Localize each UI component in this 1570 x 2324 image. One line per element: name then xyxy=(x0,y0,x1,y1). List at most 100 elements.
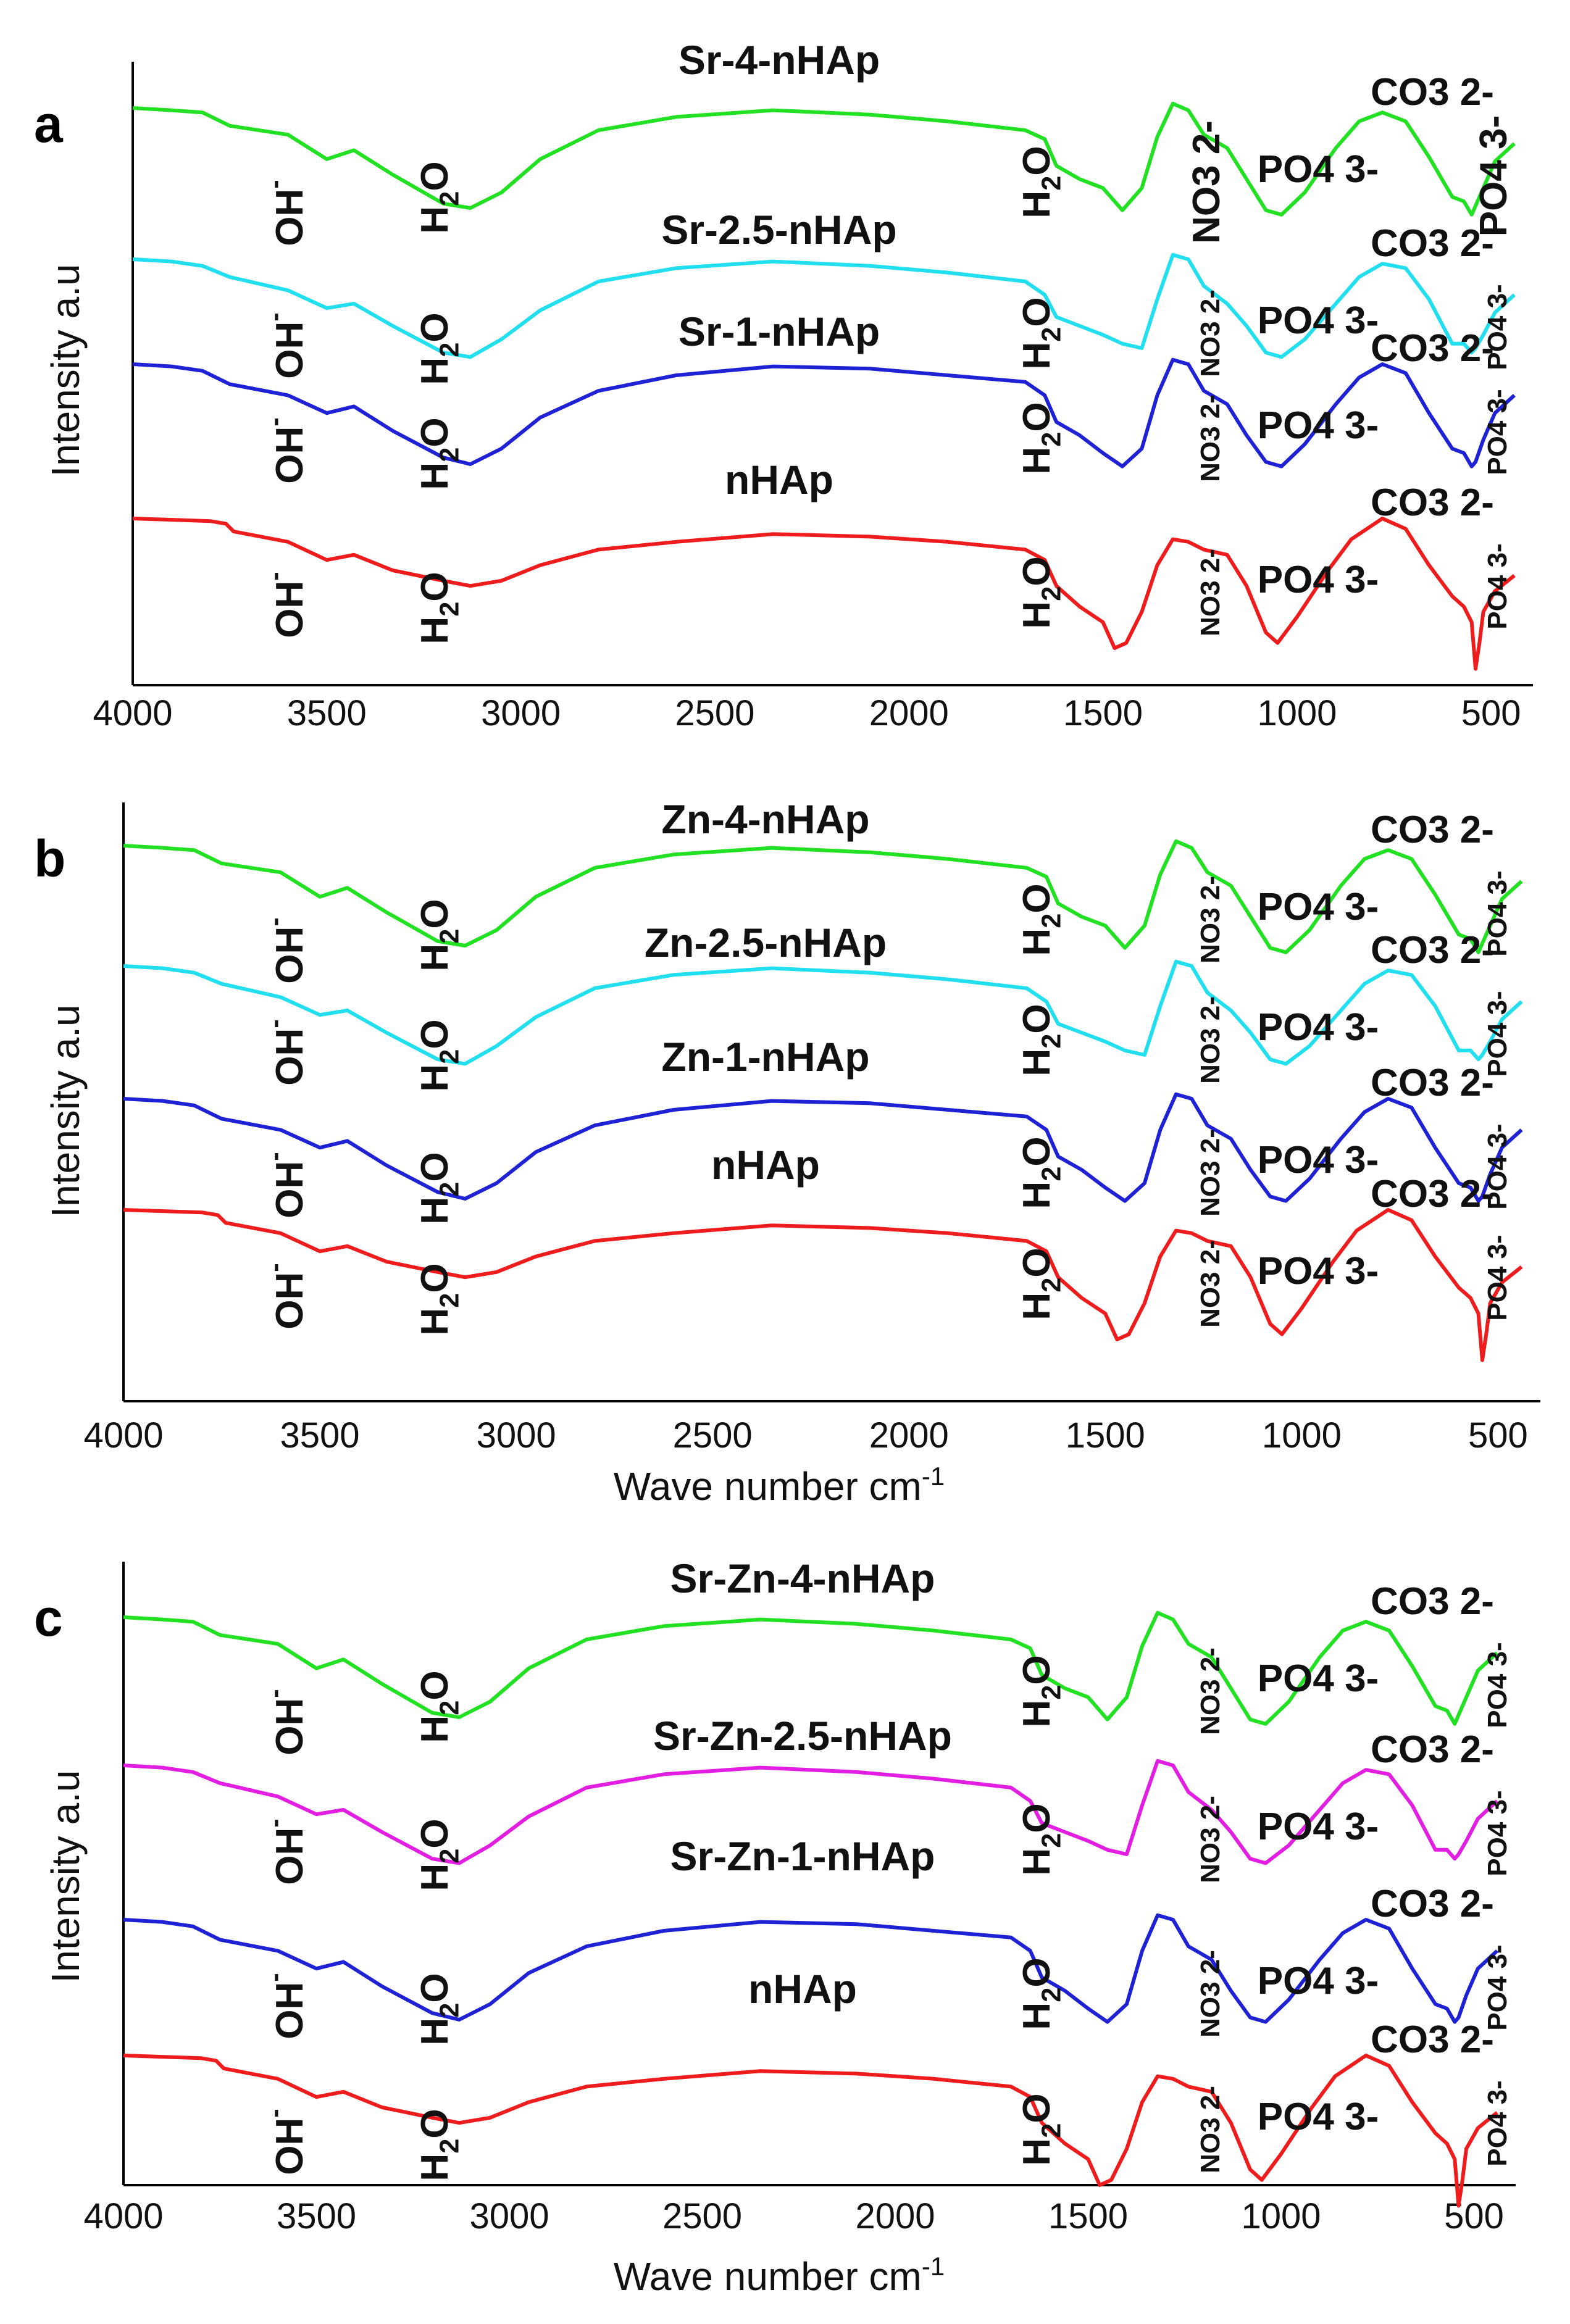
peak-label: PO4 3- xyxy=(1258,1805,1379,1848)
peak-label: CO3 2- xyxy=(1371,1062,1494,1104)
series-title: Sr-2.5-nHAp xyxy=(661,207,896,252)
peak-label: OH- xyxy=(260,1689,311,1755)
x-tick-label: 3000 xyxy=(477,1415,556,1456)
peak-label: H2O xyxy=(414,1263,464,1335)
y-axis-label-b: Intensity a.u xyxy=(43,1004,88,1217)
x-tick-label: 2500 xyxy=(673,1415,753,1456)
spectrum-nHAp xyxy=(123,2054,1498,2208)
peak-label: PO4 3- xyxy=(1258,2096,1379,2138)
panel-a: a Intensity a.u 4000 3500 3000 2500 2000 1500 10… xyxy=(34,37,1533,733)
spectrum-Sr-4-nHAp xyxy=(132,101,1516,217)
y-axis-label-a: Intensity a.u xyxy=(43,264,88,477)
x-tick-label: 500 xyxy=(1461,693,1521,733)
peak-label: OH- xyxy=(260,2109,311,2175)
peak-label: OH- xyxy=(260,572,311,638)
spectrum-Sr-Zn-1-nHAp xyxy=(123,1913,1499,2024)
series-title: Zn-1-nHAp xyxy=(661,1034,869,1080)
x-tick-label: 1000 xyxy=(1257,693,1337,733)
peak-label: PO4 3- xyxy=(1482,284,1513,370)
peak-label: PO4 3- xyxy=(1482,1642,1513,1728)
peak-label: PO4 3- xyxy=(1258,1250,1379,1293)
x-tick-label: 3500 xyxy=(280,1415,360,1456)
peak-label: CO3 2- xyxy=(1371,222,1494,265)
peak-label: PO4 3- xyxy=(1472,115,1515,236)
spectrum-nHAp xyxy=(123,1208,1523,1362)
series-title: nHAp xyxy=(711,1142,820,1188)
series-title: Sr-Zn-2.5-nHAp xyxy=(653,1713,952,1759)
spectrum-Zn-4-nHAp xyxy=(123,839,1523,954)
peak-label: PO4 3- xyxy=(1258,404,1379,447)
x-tick-label: 500 xyxy=(1468,1415,1528,1456)
peak-label: CO3 2- xyxy=(1371,1728,1494,1771)
peak-label: H2O xyxy=(414,1818,464,1891)
series-title: Sr-4-nHAp xyxy=(679,37,880,83)
peak-label: PO4 3- xyxy=(1482,1123,1513,1209)
peak-label: CO3 2- xyxy=(1371,1580,1494,1623)
peak-label: NO3 2- xyxy=(1195,996,1226,1084)
series-title: nHAp xyxy=(725,457,833,502)
peak-label: CO3 2- xyxy=(1371,327,1494,370)
peak-label: CO3 2- xyxy=(1371,809,1494,851)
peak-label: NO3 2- xyxy=(1195,549,1226,636)
spectrum-Sr-1-nHAp xyxy=(132,357,1516,469)
peak-label: H2O xyxy=(414,572,464,644)
peak-label: NO3 2- xyxy=(1195,1129,1226,1217)
x-tick-label: 1000 xyxy=(1241,2196,1321,2236)
peak-label: PO4 3- xyxy=(1482,991,1513,1077)
x-tick-label: 3000 xyxy=(481,693,561,733)
peak-label: OH- xyxy=(260,1152,311,1218)
peak-label: PO4 3- xyxy=(1482,389,1513,475)
peak-label: PO4 3- xyxy=(1258,1139,1379,1181)
x-tick-label: 4000 xyxy=(83,1415,163,1456)
peak-label: H2O xyxy=(414,417,464,489)
x-tick-label: 2000 xyxy=(855,2196,935,2236)
x-tick-label: 3000 xyxy=(469,2196,549,2236)
spectrum-nHAp xyxy=(132,517,1516,671)
spectrum-Sr-Zn-2.5-nHAp xyxy=(123,1759,1499,1865)
peak-label: CO3 2- xyxy=(1371,71,1494,114)
peak-label: H2O xyxy=(1016,556,1066,628)
peak-label: CO3 2- xyxy=(1371,2018,1494,2061)
peak-label: H2O xyxy=(1016,402,1066,474)
peak-label: H2O xyxy=(414,1670,464,1743)
series-title: Sr-Zn-4-nHAp xyxy=(670,1556,935,1601)
peak-label: OH- xyxy=(260,1818,311,1885)
peak-label: H2O xyxy=(414,1973,464,2045)
peak-label: H2O xyxy=(414,161,464,233)
peak-label: OH- xyxy=(260,417,311,483)
peak-label: PO4 3- xyxy=(1482,2080,1513,2166)
x-tick-label: 1500 xyxy=(1048,2196,1128,2236)
peak-label: PO4 3- xyxy=(1258,148,1379,191)
x-tick-label: 1000 xyxy=(1262,1415,1342,1456)
series-title: Zn-2.5-nHAp xyxy=(645,920,887,965)
panel-letter-a: a xyxy=(34,95,64,153)
spectrum-Sr-2.5-nHAp xyxy=(132,252,1516,359)
panel-c: c Intensity a.u 4000 3500 3000 2500 2000 1500 10… xyxy=(34,1556,1516,2299)
x-tick-label: 3500 xyxy=(277,2196,356,2236)
peak-label: NO3 2- xyxy=(1195,2086,1226,2173)
peak-label: NO3 2- xyxy=(1185,120,1228,244)
peak-label: H2O xyxy=(1016,1803,1066,1875)
peak-label: H2O xyxy=(1016,1247,1066,1320)
peak-label: H2O xyxy=(414,2109,464,2181)
peak-label: CO3 2- xyxy=(1371,929,1494,972)
x-tick-label: 4000 xyxy=(93,693,172,733)
peak-label: CO3 2- xyxy=(1371,1173,1494,1215)
peak-label: OH- xyxy=(260,917,311,983)
peak-label: NO3 2- xyxy=(1195,1796,1226,1883)
x-tick-label: 2000 xyxy=(869,693,949,733)
x-tick-label: 2500 xyxy=(675,693,754,733)
x-tick-label: 1500 xyxy=(1063,693,1143,733)
peak-label: OH- xyxy=(260,180,311,246)
peak-label: NO3 2- xyxy=(1195,394,1226,482)
x-axis-label-c: Wave number cm-1 xyxy=(614,2252,945,2299)
peak-label: NO3 2- xyxy=(1195,1240,1226,1328)
peak-label: PO4 3- xyxy=(1258,299,1379,342)
x-tick-label: 1500 xyxy=(1066,1415,1145,1456)
peak-label: PO4 3- xyxy=(1258,1657,1379,1700)
peak-label: NO3 2- xyxy=(1195,289,1226,377)
x-tick-label: 3500 xyxy=(287,693,367,733)
peak-label: H2O xyxy=(1016,883,1066,956)
peak-label: H2O xyxy=(1016,1136,1066,1209)
